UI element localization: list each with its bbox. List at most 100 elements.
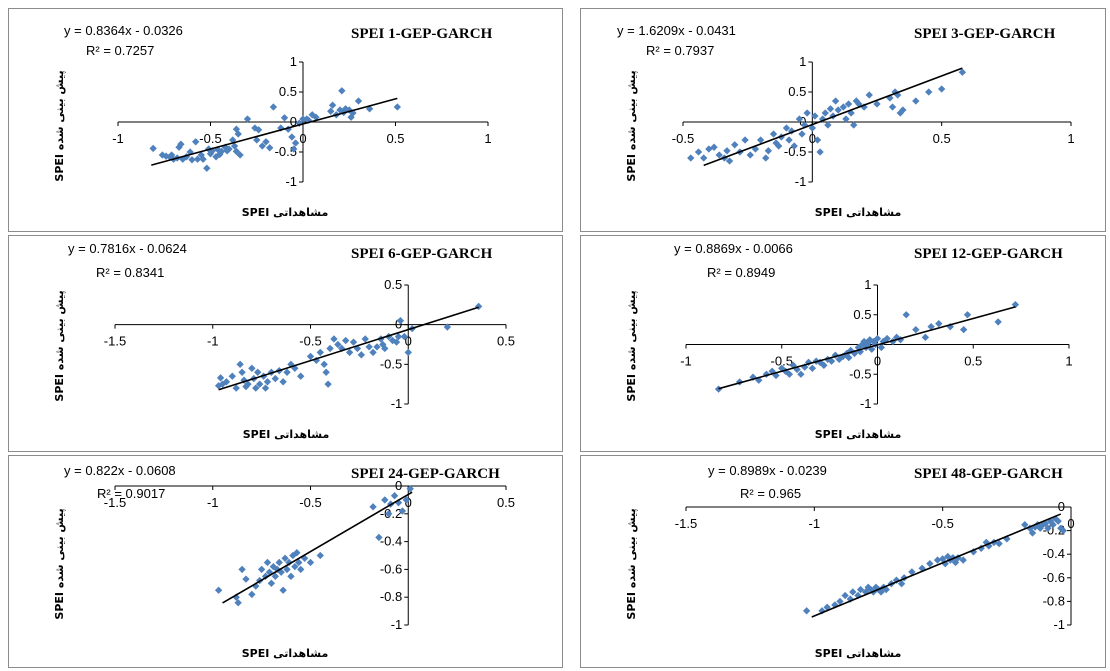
trend-line — [703, 67, 963, 167]
data-point — [316, 348, 324, 357]
data-point — [192, 138, 200, 146]
x-axis-label: SPEI مشاهداتی — [815, 647, 902, 660]
data-point — [723, 147, 731, 155]
data-point — [394, 332, 403, 341]
data-point — [731, 141, 739, 149]
data-point — [827, 357, 836, 365]
y-tick-label: -1 — [795, 174, 807, 189]
data-point — [841, 591, 849, 600]
data-point — [222, 378, 231, 386]
y-tick-label: -0.4 — [1043, 546, 1065, 561]
data-point — [252, 384, 260, 392]
data-point — [826, 105, 835, 113]
data-point — [802, 607, 811, 615]
data-point — [834, 106, 842, 114]
data-point — [762, 154, 770, 162]
data-point — [263, 378, 272, 386]
data-point — [254, 126, 263, 134]
data-point — [994, 318, 1002, 326]
y-tick-label: 0 — [1058, 499, 1065, 514]
regression-equation: y = 0.822x - 0.0608 — [64, 463, 176, 478]
data-point — [261, 384, 270, 392]
data-point — [288, 133, 296, 141]
data-point — [255, 380, 264, 388]
data-point — [845, 353, 853, 362]
data-point — [402, 496, 410, 504]
r-squared: R² = 0.8949 — [707, 265, 775, 280]
data-point — [312, 113, 320, 121]
data-point — [243, 115, 252, 123]
data-point — [214, 586, 223, 594]
data-point — [295, 558, 303, 567]
data-point — [267, 579, 276, 587]
data-point — [279, 378, 287, 386]
data-point — [349, 338, 358, 346]
data-point — [338, 87, 346, 95]
data-point — [995, 539, 1003, 548]
x-tick-label: -0.5 — [672, 131, 694, 146]
x-tick-label: -0.5 — [199, 131, 221, 146]
data-point — [842, 115, 850, 123]
y-tick-label: -0.4 — [380, 534, 402, 549]
data-point — [290, 145, 298, 153]
data-point — [694, 148, 703, 156]
data-point — [357, 351, 366, 359]
data-point — [865, 91, 873, 99]
x-tick-label: -1.5 — [104, 334, 126, 349]
data-point — [390, 492, 399, 500]
data-point — [281, 554, 289, 562]
chart-panel: -1 -0.5 0 0.5 1 -1 -0.5 0 0.5 1 y = 0.8364x - 0.03… — [8, 8, 563, 232]
data-point — [782, 124, 791, 132]
data-point — [254, 368, 262, 376]
data-point — [474, 302, 483, 311]
chart-panel: -1-0.500.51-1-0.500.51y = 0.8869x - 0.00… — [580, 235, 1106, 452]
scatter-plot: -1.5-1-0.500.5-1-0.8-0.6-0.4-0.20y = 0.8… — [53, 463, 515, 660]
data-point — [756, 136, 765, 144]
data-point — [935, 319, 943, 328]
data-point — [392, 338, 401, 346]
data-point — [354, 97, 363, 105]
r-squared: R² = 0.965 — [740, 486, 801, 501]
data-point — [808, 364, 817, 372]
data-point — [263, 558, 272, 567]
data-point — [385, 510, 393, 518]
y-tick-label: -0.6 — [1043, 570, 1065, 585]
data-point — [285, 558, 293, 567]
y-tick-label: -1 — [285, 174, 297, 189]
data-point — [1011, 300, 1020, 309]
regression-equation: y = 0.8989x - 0.0239 — [708, 463, 827, 478]
x-axis-label: SPEI مشاهداتی — [243, 428, 330, 441]
x-tick-label: 0 — [405, 334, 412, 349]
data-point — [280, 114, 289, 122]
data-point — [912, 97, 920, 105]
y-tick-label: 0.5 — [384, 277, 402, 292]
data-point — [271, 374, 279, 383]
data-point — [775, 142, 783, 150]
data-point — [326, 344, 334, 353]
data-point — [398, 507, 407, 515]
data-point — [785, 136, 793, 144]
trend-line — [811, 513, 1062, 618]
x-tick-label: -1.5 — [104, 495, 126, 510]
data-point — [877, 343, 886, 352]
data-point — [381, 496, 389, 504]
x-tick-label: -0.5 — [771, 354, 793, 369]
data-point — [687, 154, 695, 162]
data-point — [381, 344, 389, 353]
r-squared: R² = 0.7257 — [86, 43, 154, 58]
y-tick-label: 0 — [395, 478, 402, 493]
data-point — [293, 549, 301, 557]
regression-equation: y = 0.8364x - 0.0326 — [64, 23, 183, 38]
data-point — [299, 115, 307, 123]
data-point — [715, 151, 723, 159]
y-tick-label: 0 — [395, 317, 402, 332]
data-point — [925, 88, 933, 96]
data-point — [921, 333, 930, 342]
y-tick-label: -0.8 — [1043, 593, 1065, 608]
data-point — [291, 139, 300, 147]
data-point — [297, 565, 305, 574]
data-point — [769, 130, 778, 138]
data-point — [328, 101, 337, 109]
data-point — [959, 325, 968, 334]
